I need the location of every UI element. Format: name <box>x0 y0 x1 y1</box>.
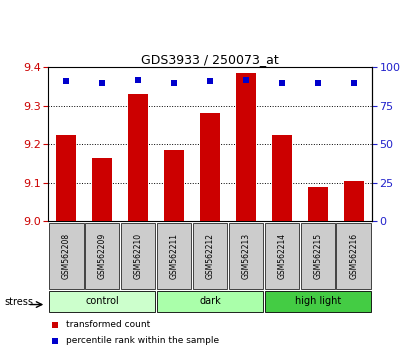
Text: GSM562210: GSM562210 <box>134 233 143 279</box>
Bar <box>85 223 119 289</box>
Title: GDS3933 / 250073_at: GDS3933 / 250073_at <box>141 53 279 66</box>
Bar <box>193 223 227 289</box>
Bar <box>272 135 292 221</box>
Bar <box>92 158 112 221</box>
Text: stress: stress <box>4 297 33 307</box>
Text: high light: high light <box>295 296 341 306</box>
Bar <box>121 223 155 289</box>
Bar <box>344 181 364 221</box>
Bar <box>200 114 220 221</box>
Text: percentile rank within the sample: percentile rank within the sample <box>66 336 219 345</box>
Bar <box>49 223 84 289</box>
Text: GSM562213: GSM562213 <box>241 233 250 279</box>
Text: GSM562215: GSM562215 <box>313 233 322 279</box>
Text: GSM562209: GSM562209 <box>98 233 107 279</box>
Bar <box>157 291 263 312</box>
Text: GSM562214: GSM562214 <box>277 233 286 279</box>
Bar <box>49 291 155 312</box>
Text: dark: dark <box>199 296 221 306</box>
Text: GSM562208: GSM562208 <box>62 233 71 279</box>
Bar <box>56 135 76 221</box>
Text: GSM562211: GSM562211 <box>170 233 178 279</box>
Bar <box>157 223 192 289</box>
Text: transformed count: transformed count <box>66 320 150 330</box>
Bar <box>308 187 328 221</box>
Bar <box>336 223 371 289</box>
Text: GSM562216: GSM562216 <box>349 233 358 279</box>
Bar <box>265 291 371 312</box>
Bar <box>265 223 299 289</box>
Bar <box>228 223 263 289</box>
Bar <box>301 223 335 289</box>
Text: GSM562212: GSM562212 <box>205 233 215 279</box>
Bar <box>236 73 256 221</box>
Text: control: control <box>85 296 119 306</box>
Bar <box>128 94 148 221</box>
Bar <box>164 150 184 221</box>
